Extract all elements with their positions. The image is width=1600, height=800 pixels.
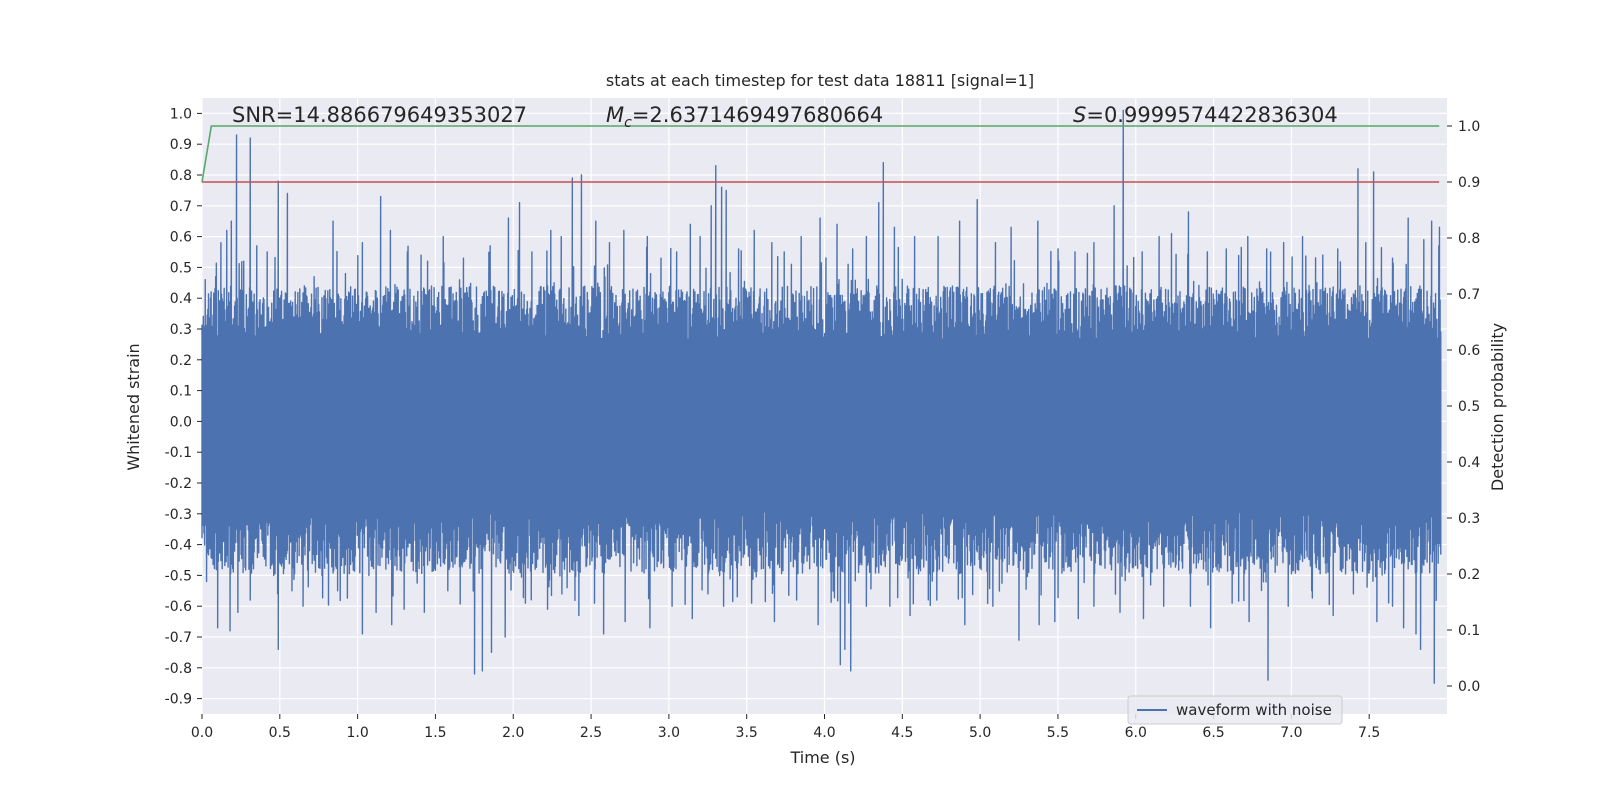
x-tick-label: 0.0 — [191, 725, 213, 741]
y-tick-label: 0.3 — [170, 322, 192, 338]
y-tick-label: -0.5 — [165, 568, 192, 584]
y-tick-label: 0.1 — [170, 384, 192, 400]
x-tick-label: 0.5 — [269, 725, 291, 741]
s-symbol: S — [1073, 103, 1086, 127]
x-tick-label: 2.5 — [580, 725, 602, 741]
x-tick-label: 1.5 — [424, 725, 446, 741]
y-tick-label: -0.1 — [165, 445, 192, 461]
chirp-mass-value: =2.6371469497680664 — [632, 103, 883, 127]
y2-tick-label: 0.7 — [1458, 287, 1480, 303]
x-tick-label: 4.5 — [891, 725, 913, 741]
y-tick-label: 0.0 — [170, 414, 192, 430]
y-tick-label: 0.6 — [170, 230, 192, 246]
y-axis-label: Whitened strain — [124, 343, 143, 470]
y2-tick-label: 0.6 — [1458, 343, 1480, 359]
y2-tick-label: 0.0 — [1458, 679, 1480, 695]
y2-tick-label: 0.3 — [1458, 511, 1480, 527]
chirp-mass-annotation: Mc=2.6371469497680664 — [606, 103, 883, 131]
y2-tick-label: 0.8 — [1458, 231, 1480, 247]
series-layer — [201, 109, 1442, 684]
y-tick-label: 0.7 — [170, 199, 192, 215]
y2-axis-label: Detection probability — [1488, 323, 1507, 491]
y2-tick-label: 1.0 — [1458, 119, 1480, 135]
x-tick-label: 3.5 — [736, 725, 758, 741]
y-tick-label: 0.4 — [170, 291, 192, 307]
y2-tick-label: 0.2 — [1458, 567, 1480, 583]
x-tick-label: 6.5 — [1202, 725, 1224, 741]
chirp-mass-symbol: M — [606, 103, 624, 127]
x-tick-label: 5.5 — [1047, 725, 1069, 741]
s-annotation: S=0.9999574422836304 — [1073, 103, 1338, 127]
y-tick-label: -0.7 — [165, 630, 192, 646]
y-tick-label: 0.5 — [170, 260, 192, 276]
x-tick-label: 4.0 — [813, 725, 835, 741]
x-tick-label: 7.5 — [1358, 725, 1380, 741]
x-axis-label: Time (s) — [789, 748, 855, 767]
y-tick-label: 1.0 — [170, 106, 192, 122]
x-tick-label: 5.0 — [969, 725, 991, 741]
x-tick-label: 6.0 — [1125, 725, 1147, 741]
y-tick-label: -0.8 — [165, 661, 192, 677]
x-tick-label: 2.0 — [502, 725, 524, 741]
y-tick-label: -0.2 — [165, 476, 192, 492]
chart-title: stats at each timestep for test data 188… — [606, 71, 1034, 90]
y-tick-label: 0.9 — [170, 137, 192, 153]
y-tick-label: 0.8 — [170, 168, 192, 184]
snr-annotation: SNR=14.886679649353027 — [232, 103, 527, 127]
x-tick-label: 3.0 — [658, 725, 680, 741]
chirp-mass-subscript: c — [624, 115, 632, 131]
detection-probability-line — [201, 125, 1440, 183]
x-tick-label: 1.0 — [346, 725, 368, 741]
s-value: =0.9999574422836304 — [1086, 103, 1337, 127]
y-tick-label: -0.9 — [165, 692, 192, 708]
legend-box — [1127, 695, 1343, 725]
waveform-with-noise-series — [201, 109, 1442, 684]
x-tick-label: 7.0 — [1280, 725, 1302, 741]
y-tick-label: -0.3 — [165, 507, 192, 523]
y-tick-label: -0.4 — [165, 538, 192, 554]
legend-label-waveform: waveform with noise — [1176, 701, 1332, 719]
axes: 0.0 0.5 1.0 1.5 2.0 2.5 3.0 3.5 4.0 4.5 5.0 5.5 6.0 6… — [165, 106, 1481, 741]
y-tick-label: 0.2 — [170, 353, 192, 369]
y-tick-label: -0.6 — [165, 599, 192, 615]
y2-tick-label: 0.1 — [1458, 623, 1480, 639]
y2-tick-label: 0.4 — [1458, 455, 1480, 471]
legend: waveform with noise — [1127, 695, 1343, 725]
y2-tick-label: 0.5 — [1458, 399, 1480, 415]
y2-tick-label: 0.9 — [1458, 175, 1480, 191]
